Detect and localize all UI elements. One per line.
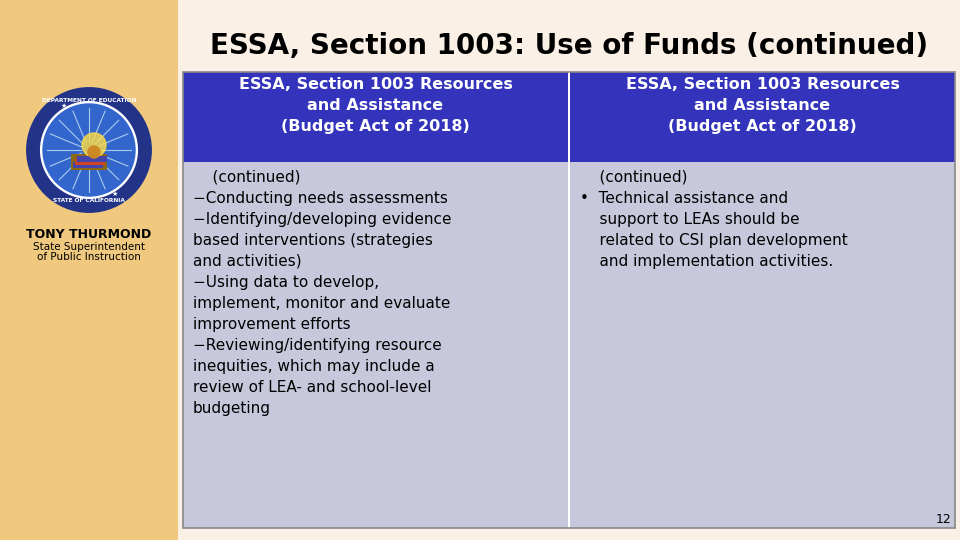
Circle shape (88, 146, 100, 158)
Bar (178, 0, 960, 540)
Bar (183, 162, 568, 528)
Text: STATE OF CALIFORNIA: STATE OF CALIFORNIA (53, 198, 125, 202)
Circle shape (43, 104, 135, 196)
Text: (continued)
•  Technical assistance and
    support to LEAs should be
    relate: (continued) • Technical assistance and s… (580, 170, 848, 269)
Circle shape (82, 133, 106, 157)
Bar (570, 162, 955, 528)
Text: TONY THURMOND: TONY THURMOND (26, 228, 152, 241)
Bar (71, 154, 107, 170)
Text: ESSA, Section 1003 Resources
and Assistance
(Budget Act of 2018): ESSA, Section 1003 Resources and Assista… (239, 77, 513, 134)
Text: DEPARTMENT OF EDUCATION: DEPARTMENT OF EDUCATION (42, 98, 136, 103)
Bar (183, 72, 568, 162)
Text: ★: ★ (60, 103, 66, 109)
Circle shape (33, 94, 145, 206)
Text: 12: 12 (935, 513, 951, 526)
Bar (0, 0, 178, 540)
Text: State Superintendent: State Superintendent (33, 242, 145, 252)
Text: ESSA, Section 1003: Use of Funds (continued): ESSA, Section 1003: Use of Funds (contin… (210, 32, 928, 60)
Text: (continued)
−Conducting needs assessments
−Identifying/developing evidence
based: (continued) −Conducting needs assessment… (193, 170, 451, 416)
Bar (183, 72, 955, 528)
Bar (570, 72, 955, 162)
Bar (75, 159, 105, 165)
Text: ESSA, Section 1003 Resources
and Assistance
(Budget Act of 2018): ESSA, Section 1003 Resources and Assista… (626, 77, 900, 134)
Bar (77, 156, 107, 162)
Bar (568, 72, 570, 528)
Text: of Public Instruction: of Public Instruction (37, 252, 141, 262)
Bar (73, 162, 103, 168)
Text: ★: ★ (111, 191, 118, 197)
Circle shape (29, 90, 149, 210)
